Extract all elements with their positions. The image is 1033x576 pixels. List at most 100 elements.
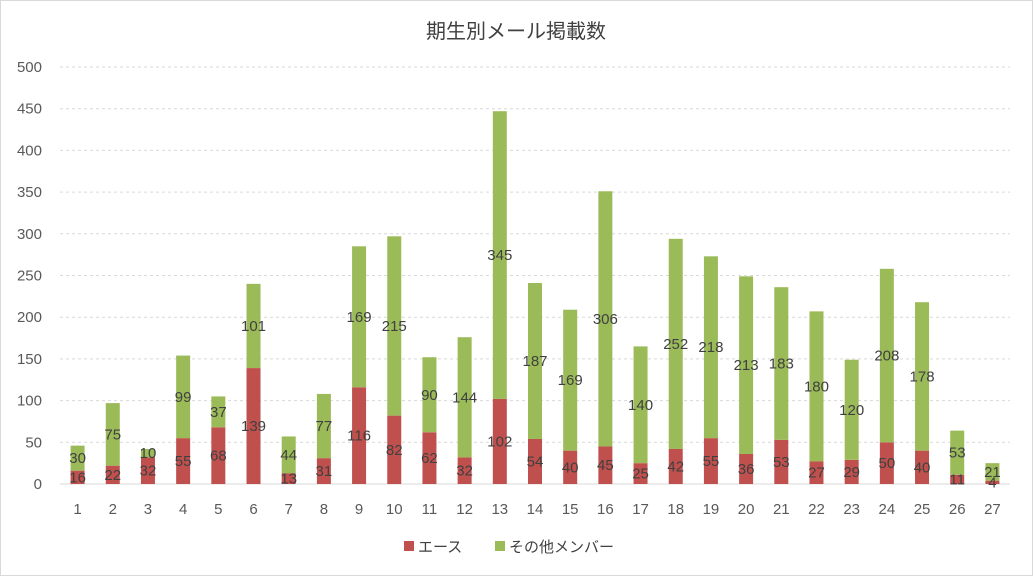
data-label-other-members: 10 bbox=[140, 445, 157, 462]
bar-other-members bbox=[668, 238, 683, 449]
y-tick-label: 250 bbox=[17, 268, 42, 285]
data-label-other-members: 77 bbox=[316, 418, 333, 435]
data-label-other-members: 252 bbox=[663, 336, 688, 353]
x-tick-label: 10 bbox=[386, 501, 403, 518]
bar-other-members bbox=[703, 256, 718, 439]
data-label-ace: 31 bbox=[316, 463, 333, 480]
bar-other-members bbox=[422, 357, 437, 433]
legend: エース その他メンバー bbox=[404, 538, 614, 556]
bar-ace bbox=[176, 438, 191, 484]
data-label-ace: 139 bbox=[241, 418, 266, 435]
bar-other-members bbox=[387, 236, 402, 416]
data-label-other-members: 140 bbox=[628, 397, 653, 414]
legend-swatch-ace bbox=[404, 541, 414, 551]
x-tick-label: 26 bbox=[949, 501, 966, 518]
bar-other-members bbox=[211, 396, 226, 428]
bar-other-members bbox=[140, 448, 155, 458]
x-tick-label: 24 bbox=[879, 501, 896, 518]
data-label-other-members: 208 bbox=[874, 348, 899, 365]
bar-other-members bbox=[844, 359, 859, 460]
y-tick-label: 400 bbox=[17, 142, 42, 159]
data-label-other-members: 169 bbox=[347, 309, 372, 326]
y-tick-label: 150 bbox=[17, 351, 42, 368]
x-tick-label: 20 bbox=[738, 501, 755, 518]
x-tick-label: 16 bbox=[597, 501, 614, 518]
data-label-other-members: 178 bbox=[910, 368, 935, 385]
data-label-ace: 54 bbox=[527, 453, 544, 470]
data-label-other-members: 144 bbox=[452, 389, 477, 406]
data-label-ace: 27 bbox=[808, 465, 825, 482]
bar-other-members bbox=[70, 445, 85, 471]
data-label-ace: 50 bbox=[879, 455, 896, 472]
x-tick-label: 2 bbox=[109, 501, 117, 518]
x-tick-label: 13 bbox=[491, 501, 508, 518]
bar-ace bbox=[809, 461, 824, 484]
y-axis: 0 50 100 150 200 250 300 350 400 450 500 bbox=[17, 59, 42, 493]
bar-other-members bbox=[246, 283, 261, 369]
data-label-other-members: 215 bbox=[382, 318, 407, 335]
x-tick-label: 14 bbox=[527, 501, 544, 518]
bar-ace bbox=[739, 453, 754, 484]
x-tick-label: 21 bbox=[773, 501, 790, 518]
y-tick-label: 50 bbox=[25, 434, 42, 451]
bar-other-members bbox=[739, 276, 754, 454]
x-tick-label: 12 bbox=[456, 501, 473, 518]
bar-other-members bbox=[774, 287, 789, 440]
data-label-other-members: 187 bbox=[522, 353, 547, 370]
data-label-other-members: 90 bbox=[421, 387, 438, 404]
bar-ace bbox=[668, 448, 683, 484]
bar-ace bbox=[105, 465, 120, 484]
data-label-ace: 13 bbox=[280, 471, 297, 488]
data-label-ace: 11 bbox=[949, 471, 965, 488]
x-tick-label: 11 bbox=[422, 501, 438, 518]
bar-ace bbox=[422, 432, 437, 484]
data-label-ace: 82 bbox=[386, 442, 403, 459]
bar-other-members bbox=[633, 346, 648, 464]
y-tick-label: 350 bbox=[17, 184, 42, 201]
bar-ace bbox=[915, 450, 930, 484]
data-label-other-members: 213 bbox=[734, 357, 759, 374]
data-label-ace: 68 bbox=[210, 448, 227, 465]
y-tick-label: 500 bbox=[17, 59, 42, 76]
bar-ace bbox=[985, 480, 1000, 484]
bar-other-members bbox=[809, 311, 824, 462]
data-label-other-members: 101 bbox=[241, 318, 266, 335]
data-label-other-members: 75 bbox=[104, 426, 121, 443]
data-label-ace: 4 bbox=[988, 474, 996, 491]
x-tick-label: 3 bbox=[144, 501, 152, 518]
bar-ace bbox=[246, 368, 261, 484]
legend-label-other-members: その他メンバー bbox=[509, 538, 614, 556]
y-tick-label: 100 bbox=[17, 393, 42, 410]
data-label-other-members: 30 bbox=[69, 450, 86, 467]
bar-other-members bbox=[352, 246, 367, 388]
bar-ace bbox=[352, 387, 367, 484]
data-label-ace: 32 bbox=[140, 463, 157, 480]
bar-other-members bbox=[528, 283, 542, 439]
bar-ace bbox=[598, 446, 613, 484]
y-tick-label: 200 bbox=[17, 309, 42, 326]
data-label-ace: 40 bbox=[914, 459, 931, 476]
bar-ace bbox=[633, 463, 648, 484]
data-label-other-members: 37 bbox=[210, 404, 227, 421]
bar-ace bbox=[387, 415, 402, 484]
chart-title: 期生別メール掲載数 bbox=[426, 19, 606, 43]
bar-other-members bbox=[105, 403, 120, 466]
data-label-ace: 25 bbox=[632, 466, 649, 483]
bar-other-members bbox=[563, 309, 578, 451]
bar-other-members bbox=[985, 463, 1000, 481]
bar-ace bbox=[950, 474, 965, 484]
data-label-other-members: 183 bbox=[769, 355, 794, 372]
data-label-ace: 53 bbox=[773, 454, 790, 471]
data-label-ace: 40 bbox=[562, 459, 579, 476]
bar-other-members bbox=[950, 430, 965, 475]
bar-ace bbox=[563, 450, 578, 484]
data-label-ace: 16 bbox=[69, 469, 86, 486]
bar-ace bbox=[528, 438, 542, 484]
data-label-other-members: 99 bbox=[175, 389, 192, 406]
x-tick-label: 15 bbox=[562, 501, 579, 518]
bar-other-members bbox=[316, 393, 331, 459]
bar-ace bbox=[316, 458, 331, 484]
data-label-other-members: 180 bbox=[804, 378, 829, 395]
